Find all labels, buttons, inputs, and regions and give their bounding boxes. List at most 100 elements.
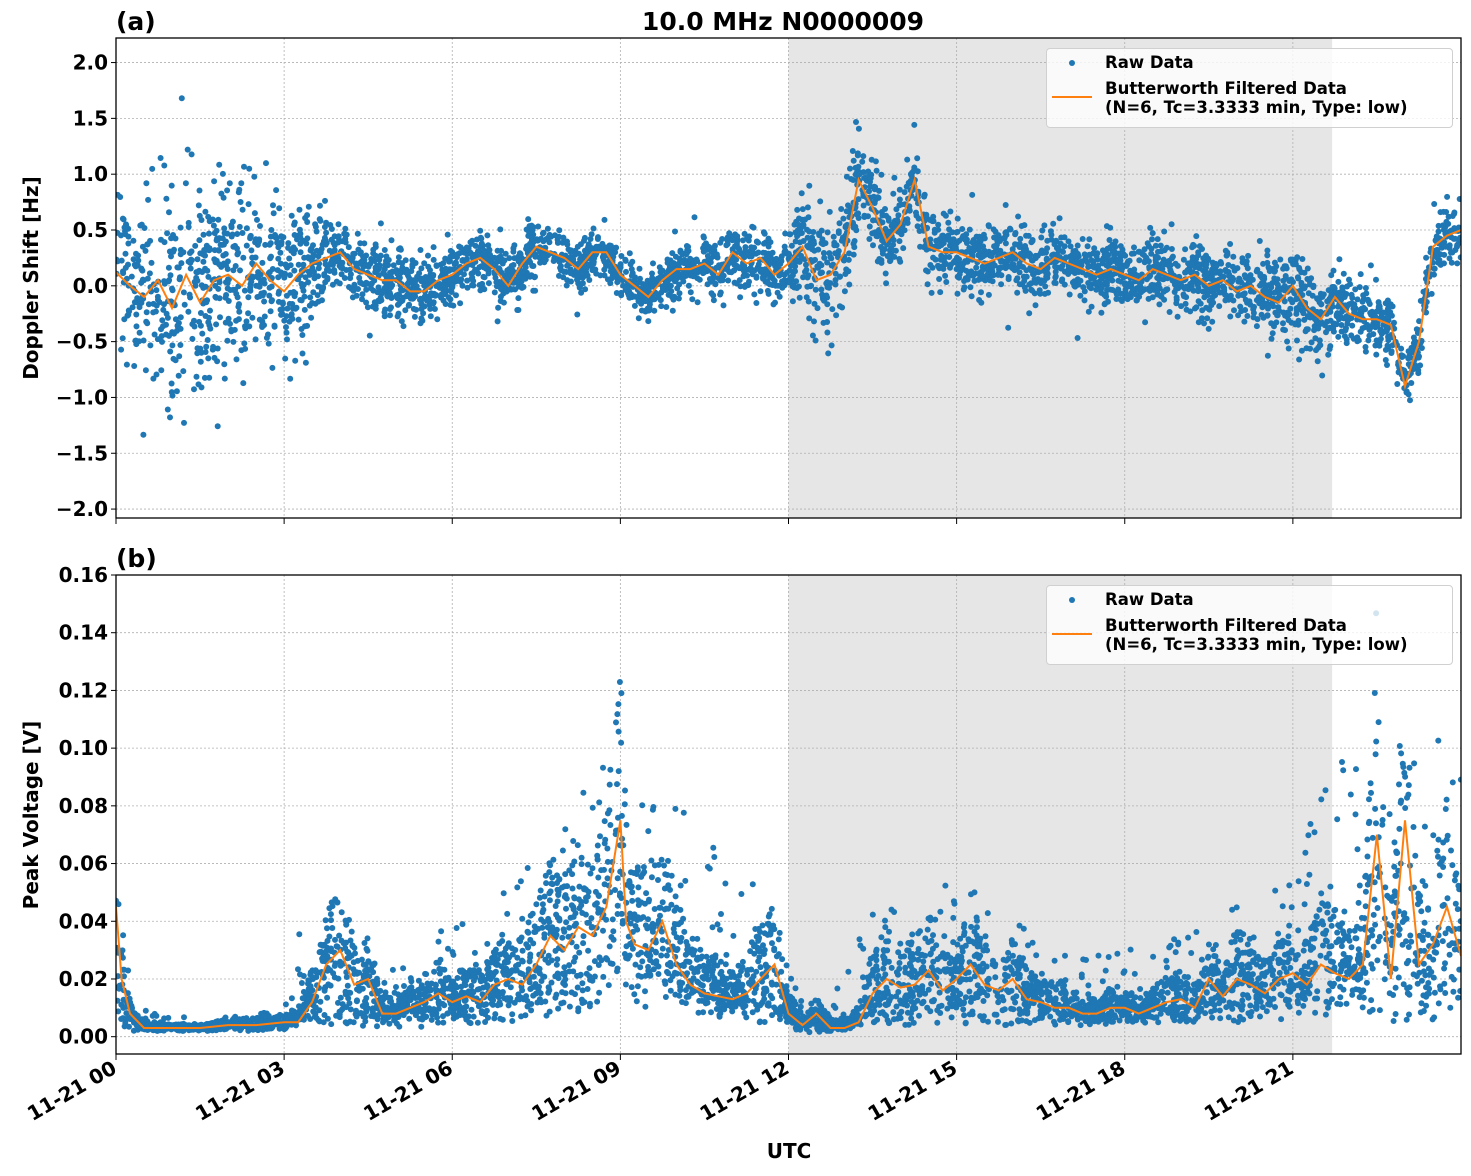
raw-data-point	[643, 298, 649, 304]
raw-data-point	[186, 220, 192, 226]
raw-data-point	[756, 266, 762, 272]
raw-data-point	[773, 256, 779, 262]
raw-data-point	[636, 298, 642, 304]
raw-data-point	[1093, 287, 1099, 293]
raw-data-point	[230, 219, 236, 225]
raw-data-point	[155, 294, 161, 300]
raw-data-point	[261, 290, 267, 296]
raw-data-point	[125, 262, 131, 268]
raw-data-point	[956, 275, 962, 281]
raw-data-point	[199, 384, 205, 390]
raw-data-point	[1227, 241, 1233, 247]
raw-data-point	[1113, 238, 1119, 244]
raw-data-point	[532, 274, 538, 280]
raw-data-point	[396, 1024, 402, 1030]
raw-data-point	[1068, 243, 1074, 249]
raw-data-point	[169, 183, 175, 189]
raw-data-point	[870, 242, 876, 248]
raw-data-point	[114, 230, 120, 236]
raw-data-point	[284, 336, 290, 342]
raw-data-point	[138, 266, 144, 272]
raw-data-point	[189, 151, 195, 157]
raw-data-point	[986, 223, 992, 229]
raw-data-point	[136, 338, 142, 344]
raw-data-point	[1134, 273, 1140, 279]
raw-data-point	[212, 230, 218, 236]
raw-data-point	[622, 801, 628, 807]
raw-data-point	[498, 248, 504, 254]
raw-data-point	[1245, 265, 1251, 271]
raw-data-point	[1134, 297, 1140, 303]
raw-data-point	[234, 246, 240, 252]
raw-data-point	[143, 180, 149, 186]
raw-data-point	[768, 239, 774, 245]
raw-data-point	[956, 256, 962, 262]
raw-data-point	[1008, 227, 1014, 233]
raw-data-point	[196, 319, 202, 325]
raw-data-point	[174, 388, 180, 394]
raw-data-point	[1182, 269, 1188, 275]
raw-data-point	[1367, 310, 1373, 316]
raw-data-point	[1296, 357, 1302, 363]
raw-data-point	[1257, 238, 1263, 244]
raw-data-point	[1294, 307, 1300, 313]
raw-data-point	[563, 990, 569, 996]
raw-data-point	[1026, 310, 1032, 316]
raw-data-point	[253, 236, 259, 242]
raw-data-point	[690, 273, 696, 279]
raw-data-point	[421, 260, 427, 266]
raw-data-point	[1032, 276, 1038, 282]
raw-data-point	[335, 240, 341, 246]
raw-data-point	[1033, 302, 1039, 308]
raw-data-point	[819, 228, 825, 234]
raw-data-point	[1015, 214, 1021, 220]
raw-data-point	[315, 292, 321, 298]
raw-data-point	[245, 310, 251, 316]
raw-data-point	[1411, 335, 1417, 341]
raw-data-point	[1363, 285, 1369, 291]
raw-data-point	[1331, 268, 1337, 274]
raw-data-point	[1315, 326, 1321, 332]
raw-data-point	[762, 231, 768, 237]
raw-data-point	[240, 230, 246, 236]
raw-data-point	[1226, 273, 1232, 279]
raw-data-point	[1038, 250, 1044, 256]
raw-data-point	[182, 302, 188, 308]
raw-data-point	[288, 248, 294, 254]
raw-data-point	[766, 291, 772, 297]
raw-data-point	[856, 215, 862, 221]
raw-data-point	[1254, 323, 1260, 329]
raw-data-point	[380, 289, 386, 295]
raw-data-point	[133, 263, 139, 269]
raw-data-point	[855, 150, 861, 156]
raw-data-point	[1204, 315, 1210, 321]
raw-data-point	[787, 268, 793, 274]
raw-data-point	[303, 360, 309, 366]
raw-data-point	[492, 289, 498, 295]
raw-data-point	[406, 302, 412, 308]
raw-data-point	[195, 256, 201, 262]
raw-data-point	[1209, 1015, 1215, 1021]
raw-data-point	[497, 1016, 503, 1022]
raw-data-point	[291, 268, 297, 274]
raw-data-point	[259, 322, 265, 328]
raw-data-point	[198, 359, 204, 365]
raw-data-point	[846, 282, 852, 288]
raw-data-point	[921, 194, 927, 200]
raw-data-point	[980, 243, 986, 249]
raw-data-point	[1245, 253, 1251, 259]
raw-data-point	[825, 284, 831, 290]
raw-data-point	[1280, 278, 1286, 284]
raw-data-point	[643, 283, 649, 289]
raw-data-point	[147, 238, 153, 244]
raw-data-point	[1264, 252, 1270, 258]
raw-data-point	[1196, 319, 1202, 325]
raw-data-point	[479, 241, 485, 247]
raw-data-point	[255, 283, 261, 289]
raw-data-point	[840, 216, 846, 222]
raw-data-point	[1204, 261, 1210, 267]
raw-data-point	[409, 257, 415, 263]
raw-data-point	[806, 183, 812, 189]
raw-data-point	[347, 275, 353, 281]
raw-data-point	[852, 224, 858, 230]
